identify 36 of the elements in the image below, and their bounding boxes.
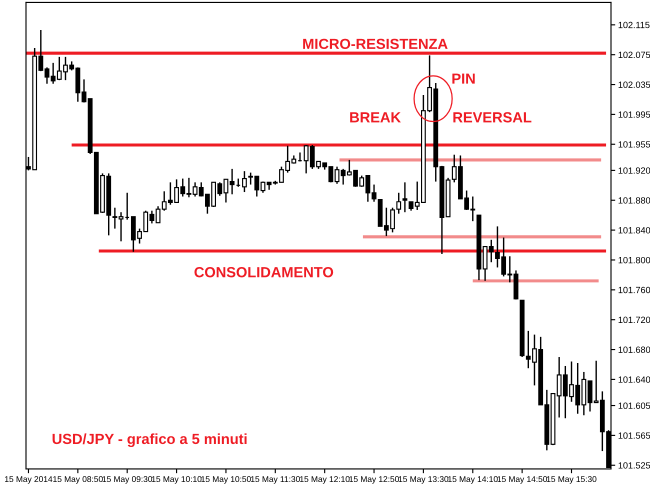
y-tick-label: 102.035 [618,82,650,88]
y-tick-label: 101.525 [618,462,650,469]
x-tick-label: 15 May 2014 [5,476,52,484]
annotation: PIN [452,74,475,84]
y-tick-label: 101.995 [618,111,650,118]
x-tick-label: 15 May 13:30 [398,476,448,484]
candlestick [402,182,408,213]
y-tick-label: 101.565 [618,432,650,439]
annotation: REVERSAL [453,112,532,122]
y-tick-label: 101.680 [618,346,650,353]
candlestick [242,170,247,193]
annotation: BREAK [350,112,401,122]
y-tick-label: 101.640 [618,376,650,383]
x-tick-label: 15 May 10:10 [152,476,202,484]
y-tick-label: 101.720 [618,316,650,324]
x-tick-label: 15 May 12:50 [349,476,399,484]
annotation: CONSOLIDAMENTO [194,267,334,278]
y-tick-label: 101.605 [618,402,650,409]
y-tick-label: 101.955 [618,141,650,148]
y-tick-label: 101.920 [618,167,650,174]
x-tick-label: 15 May 11:30 [251,476,300,484]
x-tick-label: 15 May 12:10 [300,476,350,484]
x-tick-label: 15 May 15:30 [546,476,596,484]
x-tick-label: 15 May 09:30 [102,476,152,484]
x-tick-label: 15 May 10:50 [201,476,251,484]
y-tick-label: 102.075 [618,52,650,58]
y-tick-label: 101.840 [618,227,650,234]
y-tick-label: 101.800 [618,256,650,264]
y-tick-label: 101.760 [618,286,650,294]
annotation: MICRO-RESISTENZA [303,38,448,50]
x-tick-label: 15 May 14:10 [448,476,498,484]
annotation: USD/JPY - grafico a 5 minuti [52,433,247,448]
y-tick-label: 101.880 [618,197,650,204]
x-tick-label: 15 May 14:50 [498,476,548,484]
x-tick-label: 15 May 08:50 [53,476,103,484]
y-tick-label: 102.115 [618,22,650,28]
